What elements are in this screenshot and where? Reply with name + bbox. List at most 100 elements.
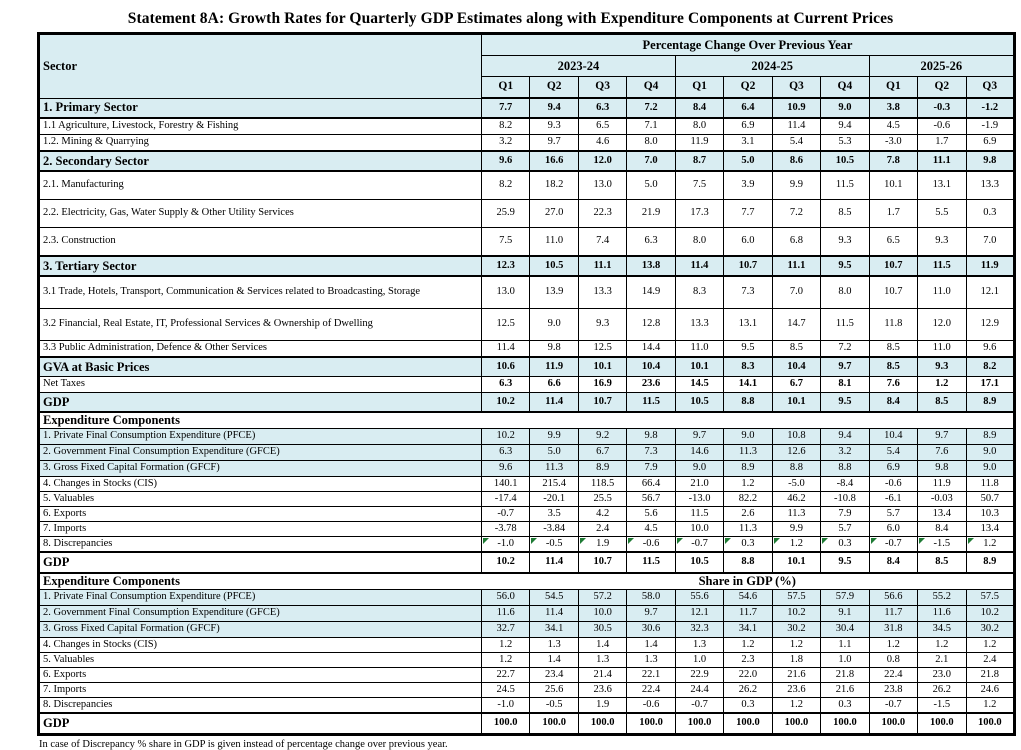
- value-cell: 21.6: [820, 682, 870, 698]
- value-cell: 56.6: [868, 589, 919, 606]
- value-cell: 21.9: [626, 199, 676, 228]
- value-cell: 25.9: [480, 199, 531, 228]
- value-cell: 10.1: [577, 356, 628, 377]
- table-row: 8. Discrepancies -1.0 -0.5 1.9 -0.6 -0.7 0.3 1.…: [38, 536, 1016, 553]
- green-triangle-icon: [967, 538, 974, 544]
- value-cell: 5.7: [868, 506, 919, 522]
- column-header-quarter: Q2: [723, 76, 773, 99]
- value-cell: 9.5: [820, 255, 870, 277]
- value-cell: 14.5: [674, 376, 725, 393]
- row-label: 5. Valuables: [38, 652, 482, 668]
- value-cell: 6.5: [868, 227, 919, 257]
- column-header-quarter: Q4: [626, 76, 676, 99]
- row-label: 3. Gross Fixed Capital Formation (GFCF): [38, 460, 482, 477]
- column-header-year: 2023-24: [481, 55, 676, 77]
- value-cell: 7.8: [868, 150, 919, 172]
- value-cell: 12.0: [577, 150, 628, 172]
- value-cell: 0.8: [868, 652, 919, 668]
- value-cell: 9.5: [820, 392, 870, 413]
- row-label: GDP: [38, 712, 482, 735]
- value-cell: 3.2: [480, 134, 531, 152]
- value-cell: 6.3: [480, 444, 531, 461]
- value-cell: 4.2: [577, 506, 628, 522]
- value-cell: -1.0: [480, 697, 531, 714]
- value-cell: 30.2: [771, 621, 822, 638]
- value-cell: -20.1: [529, 491, 579, 507]
- value-cell: 17.1: [965, 376, 1016, 393]
- value-cell: 100.0: [529, 712, 579, 735]
- value-cell: 14.6: [674, 444, 725, 461]
- value-cell: 6.0: [723, 227, 773, 257]
- table-row: 3. Gross Fixed Capital Formation (GFCF) 3…: [38, 621, 1016, 638]
- value-cell: -0.6: [626, 697, 676, 714]
- value-cell: 100.0: [577, 712, 628, 735]
- value-cell: -1.5: [917, 697, 967, 714]
- value-cell: 10.1: [674, 356, 725, 377]
- value-cell: 57.5: [771, 589, 822, 606]
- table-row: GDP 10.2 11.4 10.7 11.5 10.5 8.8 10.1 9.5 8.4 8.5 8…: [38, 392, 1016, 413]
- value-cell: 9.0: [965, 460, 1016, 477]
- value-cell: -3.78: [480, 521, 531, 537]
- value-cell: 8.9: [965, 392, 1016, 413]
- value-cell: 22.4: [626, 682, 676, 698]
- value-cell: 8.9: [965, 551, 1016, 574]
- value-cell: 11.4: [480, 340, 531, 358]
- value-cell: 50.7: [965, 491, 1016, 507]
- value-cell: 8.2: [965, 356, 1016, 377]
- value-cell: 8.0: [820, 275, 870, 309]
- value-cell: 34.1: [529, 621, 579, 638]
- table-row: 3. Tertiary Sector 12.3 10.5 11.1 13.8 11.4 10…: [38, 255, 1016, 277]
- value-cell: -17.4: [480, 491, 531, 507]
- value-cell: 9.4: [820, 117, 870, 135]
- value-cell: 9.3: [820, 227, 870, 257]
- table-row: 8. Discrepancies -1.0 -0.5 1.9 -0.6 -0.7 0.3 1.…: [38, 697, 1016, 714]
- row-label: 2.2. Electricity, Gas, Water Supply & Ot…: [38, 199, 482, 228]
- value-cell: 7.2: [626, 97, 676, 119]
- value-cell: 58.0: [626, 589, 676, 606]
- value-cell: 1.0: [820, 652, 870, 668]
- value-cell: 11.7: [868, 605, 919, 622]
- value-cell: 7.6: [917, 444, 967, 461]
- value-cell: 11.3: [723, 521, 773, 537]
- value-cell: 11.9: [917, 476, 967, 492]
- value-cell: 13.3: [965, 170, 1016, 200]
- value-cell: 100.0: [626, 712, 676, 735]
- value-cell: 10.0: [577, 605, 628, 622]
- value-cell: 12.1: [674, 605, 725, 622]
- value-cell: 100.0: [723, 712, 773, 735]
- value-cell: 11.4: [529, 551, 579, 574]
- row-label: 4. Changes in Stocks (CIS): [38, 637, 482, 653]
- value-cell: 3.1: [723, 134, 773, 152]
- value-cell: 0.3: [723, 536, 773, 553]
- row-label: 4. Changes in Stocks (CIS): [38, 476, 482, 492]
- value-cell: 16.9: [577, 376, 628, 393]
- row-label: 2. Government Final Consumption Expendit…: [38, 605, 482, 622]
- column-header-quarter: Q3: [965, 76, 1016, 99]
- value-cell: 1.9: [577, 536, 628, 553]
- table-row: 1.1 Agriculture, Livestock, Forestry & F…: [38, 117, 1016, 135]
- table-title: Statement 8A: Growth Rates for Quarterly…: [127, 10, 894, 27]
- value-cell: 9.4: [820, 428, 870, 445]
- value-cell: 9.3: [917, 356, 967, 377]
- green-triangle-icon: [725, 538, 732, 544]
- value-cell: 32.3: [674, 621, 725, 638]
- value-cell: -0.5: [529, 697, 579, 714]
- table-row: Net Taxes 6.3 6.6 16.9 23.6 14.5 14.1 6.7 8.1 7.6…: [38, 376, 1016, 393]
- value-cell: 11.5: [674, 506, 725, 522]
- column-header-quarter: Q2: [529, 76, 579, 99]
- table-row: GDP 10.2 11.4 10.7 11.5 10.5 8.8 10.1 9.5 8.4 8.5 8…: [38, 551, 1016, 574]
- row-label: 7. Imports: [38, 521, 482, 537]
- value-cell: 1.3: [626, 652, 676, 668]
- value-cell: 56.0: [480, 589, 531, 606]
- value-cell: 25.5: [577, 491, 628, 507]
- value-cell: 11.4: [674, 255, 725, 277]
- value-cell: 9.4: [529, 97, 579, 119]
- value-cell: 5.5: [917, 199, 967, 228]
- value-cell: 8.0: [626, 134, 676, 152]
- value-cell: 4.5: [626, 521, 676, 537]
- value-cell: 11.3: [723, 444, 773, 461]
- value-cell: 7.7: [480, 97, 531, 119]
- green-triangle-icon: [676, 538, 683, 544]
- value-cell: 100.0: [771, 712, 822, 735]
- section-header-label: Expenditure Components: [38, 572, 482, 590]
